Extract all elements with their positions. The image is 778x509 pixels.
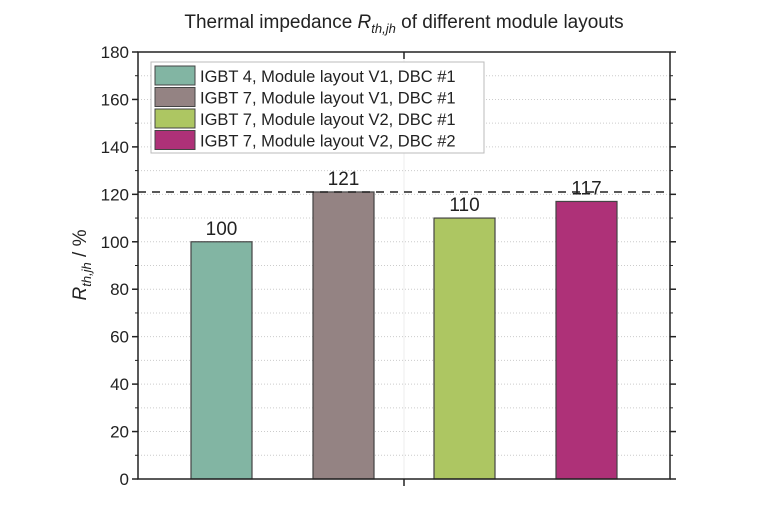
bar: [433, 217, 496, 480]
bar-value-label: 110: [449, 195, 479, 216]
legend-swatch: [154, 87, 196, 107]
legend-entry: IGBT 7, Module layout V2, DBC #2: [200, 133, 456, 151]
y-axis-label: Rth,jh / %: [70, 229, 94, 300]
bar-value-label: 121: [328, 169, 360, 190]
y-tick-label: 100: [101, 233, 129, 252]
y-tick-label: 40: [110, 375, 129, 394]
chart-title: Thermal impedance Rth,jh of different mo…: [184, 12, 623, 36]
y-tick-label: 160: [101, 90, 129, 109]
legend-swatch: [154, 130, 196, 150]
y-tick-label: 180: [101, 43, 129, 62]
bar-value-label: 117: [571, 178, 601, 199]
legend-entry: IGBT 4, Module layout V1, DBC #1: [200, 68, 456, 86]
y-tick-label: 60: [110, 328, 129, 347]
y-tick-label: 140: [101, 138, 129, 157]
bars: 100 121 110 117: [190, 169, 618, 480]
legend-swatch: [154, 108, 196, 129]
y-tick-label: 80: [110, 280, 129, 299]
legend-entry: IGBT 7, Module layout V2, DBC #1: [200, 111, 456, 129]
legend: IGBT 4, Module layout V1, DBC #1 IGBT 7, …: [150, 61, 485, 154]
bar: [555, 200, 618, 480]
legend-entry: IGBT 7, Module layout V1, DBC #1: [200, 90, 456, 108]
bar-value-label: 100: [206, 219, 238, 240]
y-tick-label: 120: [101, 185, 129, 204]
bar: [190, 241, 253, 480]
legend-box: [150, 61, 485, 154]
legend-swatch: [154, 65, 196, 86]
y-tick-label: 0: [120, 470, 129, 489]
bar: [312, 191, 375, 480]
axes: 0 20 40 60 80 100 120 140 160 180: [101, 43, 676, 489]
y-tick-label: 20: [110, 423, 129, 442]
